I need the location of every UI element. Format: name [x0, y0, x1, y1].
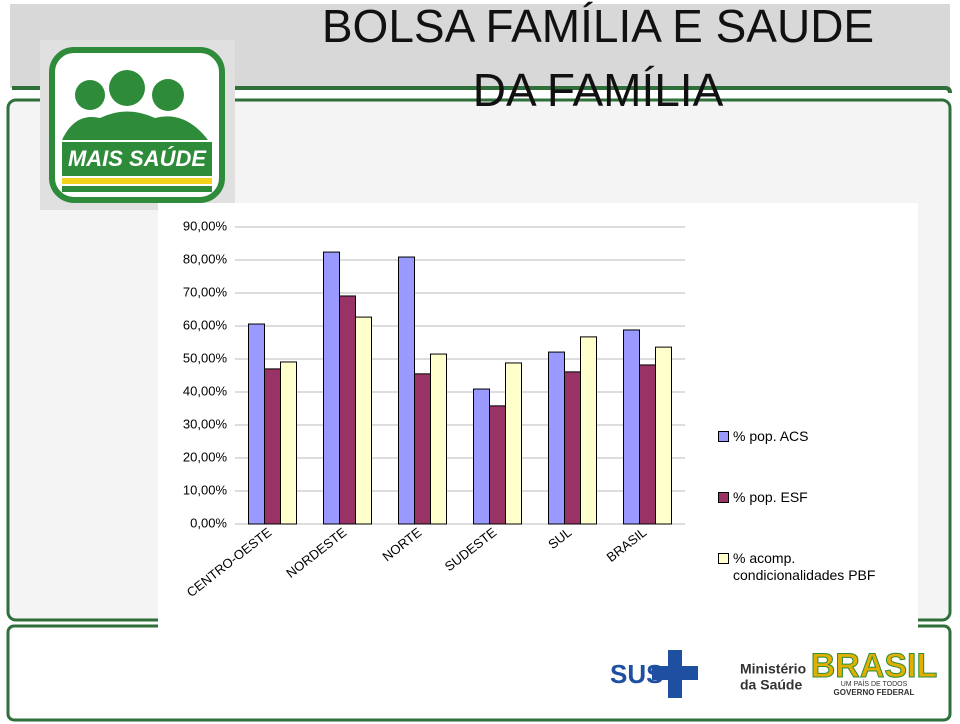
logo-face [152, 79, 184, 111]
y-tick-label: 50,00% [183, 350, 228, 365]
y-tick-label: 90,00% [183, 218, 228, 233]
bar [414, 373, 431, 525]
bar [264, 368, 281, 525]
brasil-text: BRASIL [811, 647, 938, 685]
logo-face [109, 70, 145, 106]
ministry-text: Ministério [740, 661, 806, 677]
logo-face [75, 80, 105, 110]
bar [430, 353, 447, 525]
footer-frame [6, 624, 952, 722]
y-tick-label: 20,00% [183, 449, 228, 464]
legend-swatch [718, 492, 729, 503]
bar [473, 388, 490, 525]
legend-item: % pop. ESF [718, 489, 908, 506]
bar [564, 371, 581, 525]
footer-logos: SUS Ministério da Saúde BRASIL UM PAÍS D… [610, 646, 938, 698]
ministry-text: da Saúde [740, 677, 802, 693]
program-logo: MAIS SAÚDE [40, 40, 235, 210]
bar [548, 351, 565, 525]
y-tick-label: 40,00% [183, 383, 228, 398]
bar [339, 295, 356, 525]
legend-swatch [718, 553, 729, 564]
title-line: BOLSA FAMÍLIA E SAUDE [322, 0, 874, 52]
legend-item: % acomp. condicionalidades PBF [718, 550, 908, 584]
y-tick-label: 0,00% [190, 515, 227, 530]
y-tick-label: 80,00% [183, 251, 228, 266]
bar [639, 364, 656, 525]
logo-stripe [62, 178, 212, 184]
legend-label: % pop. ACS [733, 428, 809, 444]
bar [489, 405, 506, 525]
logo-label-bg [62, 142, 212, 176]
logo-text: MAIS SAÚDE [68, 146, 207, 171]
bar [355, 316, 372, 525]
government-text: GOVERNO FEDERAL [834, 688, 915, 697]
y-tick-label: 30,00% [183, 416, 228, 431]
brasil-motto: UM PAÍS DE TODOS [841, 679, 908, 688]
title-line: DA FAMÍLIA [473, 64, 724, 116]
bar [655, 346, 672, 525]
frame-edge [12, 86, 952, 94]
sus-cross [652, 650, 698, 698]
y-tick-label: 70,00% [183, 284, 228, 299]
y-tick-label: 60,00% [183, 317, 228, 332]
y-tick-label: 10,00% [183, 482, 228, 497]
bar [623, 329, 640, 525]
bar [248, 323, 265, 525]
logo-bodies [62, 111, 208, 140]
legend-label: % pop. ESF [733, 489, 808, 505]
legend-swatch [718, 431, 729, 442]
bar [280, 361, 297, 525]
logo-stripe [62, 186, 212, 192]
legend-label: % acomp. condicionalidades PBF [733, 550, 876, 583]
bar [323, 251, 340, 525]
bar [580, 336, 597, 525]
bar [505, 362, 522, 525]
legend-item: % pop. ACS [718, 428, 908, 445]
bar [398, 256, 415, 525]
